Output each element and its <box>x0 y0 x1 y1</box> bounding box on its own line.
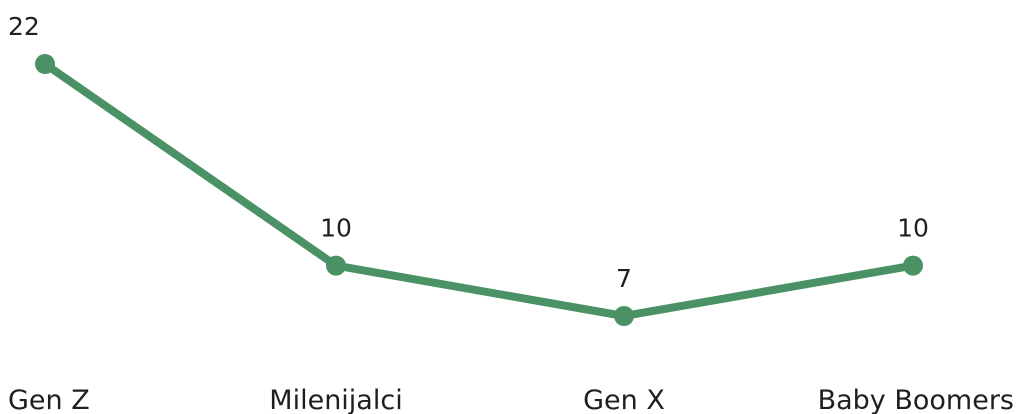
series-layer <box>41 60 917 320</box>
category-label: Milenijalci <box>269 385 402 414</box>
category-label: Gen Z <box>8 385 90 414</box>
data-label: 22 <box>8 12 40 41</box>
data-label: 10 <box>320 214 352 243</box>
data-point <box>614 306 634 326</box>
data-label: 7 <box>616 264 632 293</box>
data-point <box>35 54 55 74</box>
points-layer <box>35 54 923 326</box>
category-label: Gen X <box>583 385 665 414</box>
data-point <box>326 255 346 276</box>
data-labels-layer: 22 10 7 10 <box>8 12 929 293</box>
data-point <box>903 255 923 276</box>
category-labels-layer: Gen Z Milenijalci Gen X Baby Boomers <box>8 385 1014 414</box>
series-line <box>41 60 917 320</box>
data-label: 10 <box>897 214 929 243</box>
category-label: Baby Boomers <box>818 385 1014 414</box>
